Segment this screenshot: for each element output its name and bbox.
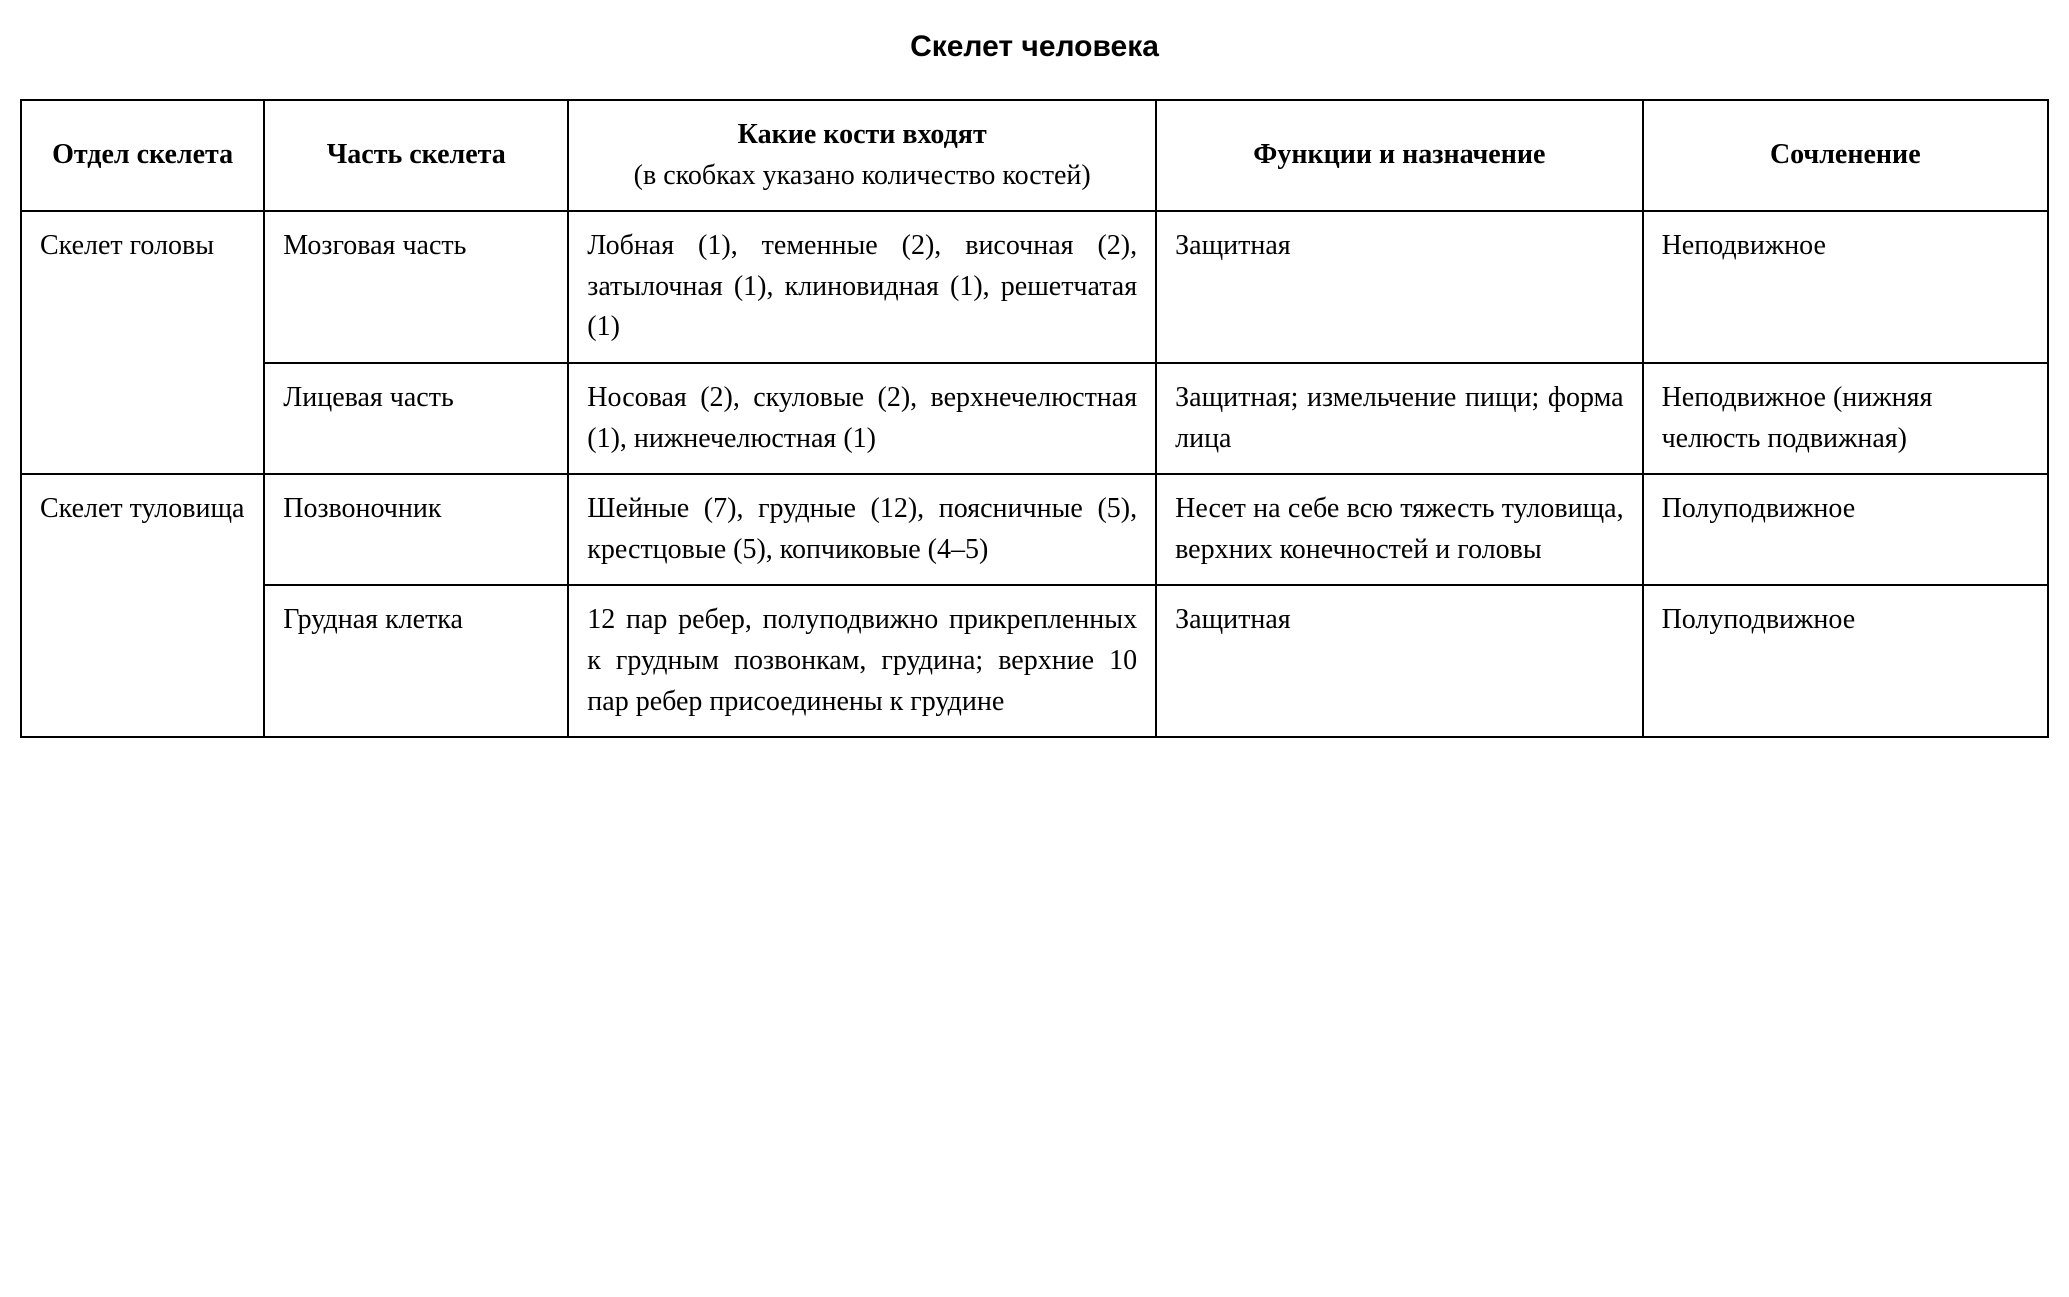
cell-joint: Полуподвижное: [1643, 474, 2048, 585]
header-text: Часть скелета: [327, 139, 506, 170]
table-row: Лицевая часть Носовая (2), скуловые (2),…: [21, 363, 2048, 474]
column-header-part: Часть скелета: [264, 100, 568, 211]
cell-function: Защитная: [1156, 211, 1642, 363]
cell-part: Позвоночник: [264, 474, 568, 585]
table-row: Скелет туловища Позвоночник Шейные (7), …: [21, 474, 2048, 585]
header-text: Какие кости входят: [738, 119, 987, 150]
cell-bones: 12 пар ребер, полуподвиж­но прикрепленны…: [568, 585, 1156, 737]
cell-function: Защитная: [1156, 585, 1642, 737]
cell-joint: Неподвижное (нижняя челюсть подвижная): [1643, 363, 2048, 474]
cell-function: Защитная; измельче­ние пищи; форма ли­ца: [1156, 363, 1642, 474]
cell-bones: Лобная (1), теменные (2), височная (2), …: [568, 211, 1156, 363]
cell-bones: Носовая (2), скуловые (2), верхнечелюстн…: [568, 363, 1156, 474]
column-header-bones: Какие кости входят (в скобках указано ко…: [568, 100, 1156, 211]
cell-part: Мозговая часть: [264, 211, 568, 363]
cell-section: Скелет туловища: [21, 474, 264, 737]
header-text: Отдел скелета: [52, 139, 233, 170]
cell-section: Скелет головы: [21, 211, 264, 474]
column-header-joint: Сочленение: [1643, 100, 2048, 211]
skeleton-table: Отдел скелета Часть скелета Какие кости …: [20, 99, 2049, 738]
header-subtext: (в скобках указано количество костей): [587, 156, 1137, 197]
header-text: Сочленение: [1770, 139, 1921, 170]
cell-function: Несет на себе всю тя­жесть туловища, вер…: [1156, 474, 1642, 585]
table-row: Скелет головы Мозговая часть Лобная (1),…: [21, 211, 2048, 363]
cell-joint: Неподвижное: [1643, 211, 2048, 363]
header-text: Функции и назначение: [1253, 139, 1545, 170]
cell-bones: Шейные (7), грудные (12), поясничные (5)…: [568, 474, 1156, 585]
table-row: Грудная клетка 12 пар ребер, полуподвиж­…: [21, 585, 2048, 737]
cell-part: Грудная клетка: [264, 585, 568, 737]
page-title: Скелет человека: [20, 30, 2049, 64]
cell-part: Лицевая часть: [264, 363, 568, 474]
column-header-section: Отдел скелета: [21, 100, 264, 211]
cell-joint: Полуподвижное: [1643, 585, 2048, 737]
table-header-row: Отдел скелета Часть скелета Какие кости …: [21, 100, 2048, 211]
column-header-function: Функции и назначение: [1156, 100, 1642, 211]
